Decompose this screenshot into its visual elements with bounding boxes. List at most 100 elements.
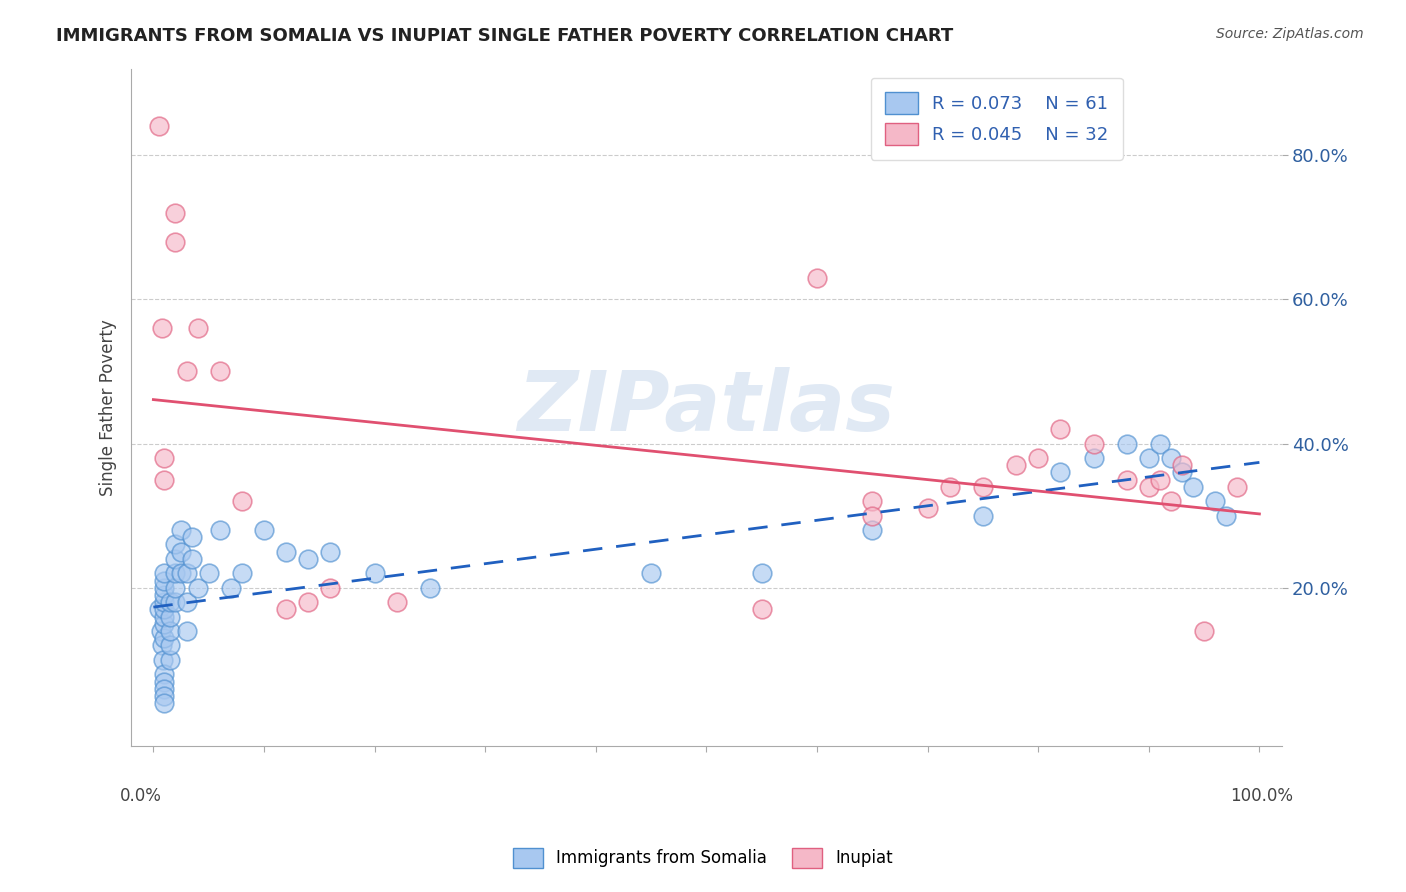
Point <box>640 566 662 581</box>
Point <box>1137 450 1160 465</box>
Point <box>153 667 176 681</box>
Point <box>187 581 209 595</box>
Point <box>972 480 994 494</box>
Point <box>253 523 276 537</box>
Point <box>917 501 939 516</box>
Text: Source: ZipAtlas.com: Source: ZipAtlas.com <box>1216 27 1364 41</box>
Point <box>297 595 319 609</box>
Legend: Immigrants from Somalia, Inupiat: Immigrants from Somalia, Inupiat <box>506 841 900 875</box>
Point <box>181 530 204 544</box>
Point <box>152 653 174 667</box>
Point <box>1083 450 1105 465</box>
Point <box>187 321 209 335</box>
Point <box>153 609 176 624</box>
Point <box>1160 450 1182 465</box>
Point <box>1026 450 1049 465</box>
Point <box>153 574 176 588</box>
Text: IMMIGRANTS FROM SOMALIA VS INUPIAT SINGLE FATHER POVERTY CORRELATION CHART: IMMIGRANTS FROM SOMALIA VS INUPIAT SINGL… <box>56 27 953 45</box>
Point <box>1226 480 1249 494</box>
Point <box>153 602 176 616</box>
Point <box>1204 494 1226 508</box>
Point <box>751 566 773 581</box>
Point <box>1005 458 1028 472</box>
Point <box>1149 436 1171 450</box>
Point <box>159 653 181 667</box>
Point <box>165 206 187 220</box>
Point <box>153 581 176 595</box>
Point <box>153 595 176 609</box>
Point <box>176 624 198 638</box>
Point <box>419 581 441 595</box>
Point <box>860 508 883 523</box>
Point <box>150 639 173 653</box>
Point <box>1083 436 1105 450</box>
Point <box>153 450 176 465</box>
Point <box>806 270 828 285</box>
Point <box>170 523 193 537</box>
Point <box>148 119 170 133</box>
Point <box>165 235 187 249</box>
Point <box>274 545 297 559</box>
Point <box>1115 436 1137 450</box>
Point <box>860 494 883 508</box>
Point <box>159 609 181 624</box>
Point <box>1115 473 1137 487</box>
Point <box>153 616 176 631</box>
Point <box>1149 473 1171 487</box>
Point <box>1137 480 1160 494</box>
Point <box>1160 494 1182 508</box>
Point <box>165 566 187 581</box>
Text: ZIPatlas: ZIPatlas <box>517 367 896 448</box>
Point <box>938 480 960 494</box>
Point <box>231 566 253 581</box>
Point <box>1182 480 1205 494</box>
Y-axis label: Single Father Poverty: Single Father Poverty <box>100 319 117 496</box>
Point <box>153 696 176 710</box>
Point <box>170 566 193 581</box>
Point <box>208 364 231 378</box>
Point <box>159 595 181 609</box>
Point <box>197 566 219 581</box>
Point <box>319 581 342 595</box>
Point <box>1049 466 1071 480</box>
Point <box>208 523 231 537</box>
Point <box>153 588 176 602</box>
Legend: R = 0.073    N = 61, R = 0.045    N = 32: R = 0.073 N = 61, R = 0.045 N = 32 <box>870 78 1123 160</box>
Point <box>153 632 176 646</box>
Point <box>176 595 198 609</box>
Point <box>159 639 181 653</box>
Point <box>219 581 242 595</box>
Point <box>176 364 198 378</box>
Point <box>181 552 204 566</box>
Point <box>159 624 181 638</box>
Point <box>319 545 342 559</box>
Point <box>153 681 176 696</box>
Point <box>165 581 187 595</box>
Point <box>165 595 187 609</box>
Text: 0.0%: 0.0% <box>120 787 162 805</box>
Point <box>165 537 187 551</box>
Point <box>297 552 319 566</box>
Point <box>165 552 187 566</box>
Point <box>1171 466 1194 480</box>
Text: 100.0%: 100.0% <box>1230 787 1294 805</box>
Point <box>1171 458 1194 472</box>
Point <box>1215 508 1237 523</box>
Point <box>150 624 173 638</box>
Point <box>150 321 173 335</box>
Point <box>751 602 773 616</box>
Point <box>170 545 193 559</box>
Point <box>153 566 176 581</box>
Point <box>153 689 176 703</box>
Point <box>274 602 297 616</box>
Point <box>860 523 883 537</box>
Point <box>231 494 253 508</box>
Point <box>363 566 385 581</box>
Point <box>176 566 198 581</box>
Point <box>153 674 176 689</box>
Point <box>1049 422 1071 436</box>
Point <box>972 508 994 523</box>
Point <box>148 602 170 616</box>
Point <box>1192 624 1215 638</box>
Point <box>153 473 176 487</box>
